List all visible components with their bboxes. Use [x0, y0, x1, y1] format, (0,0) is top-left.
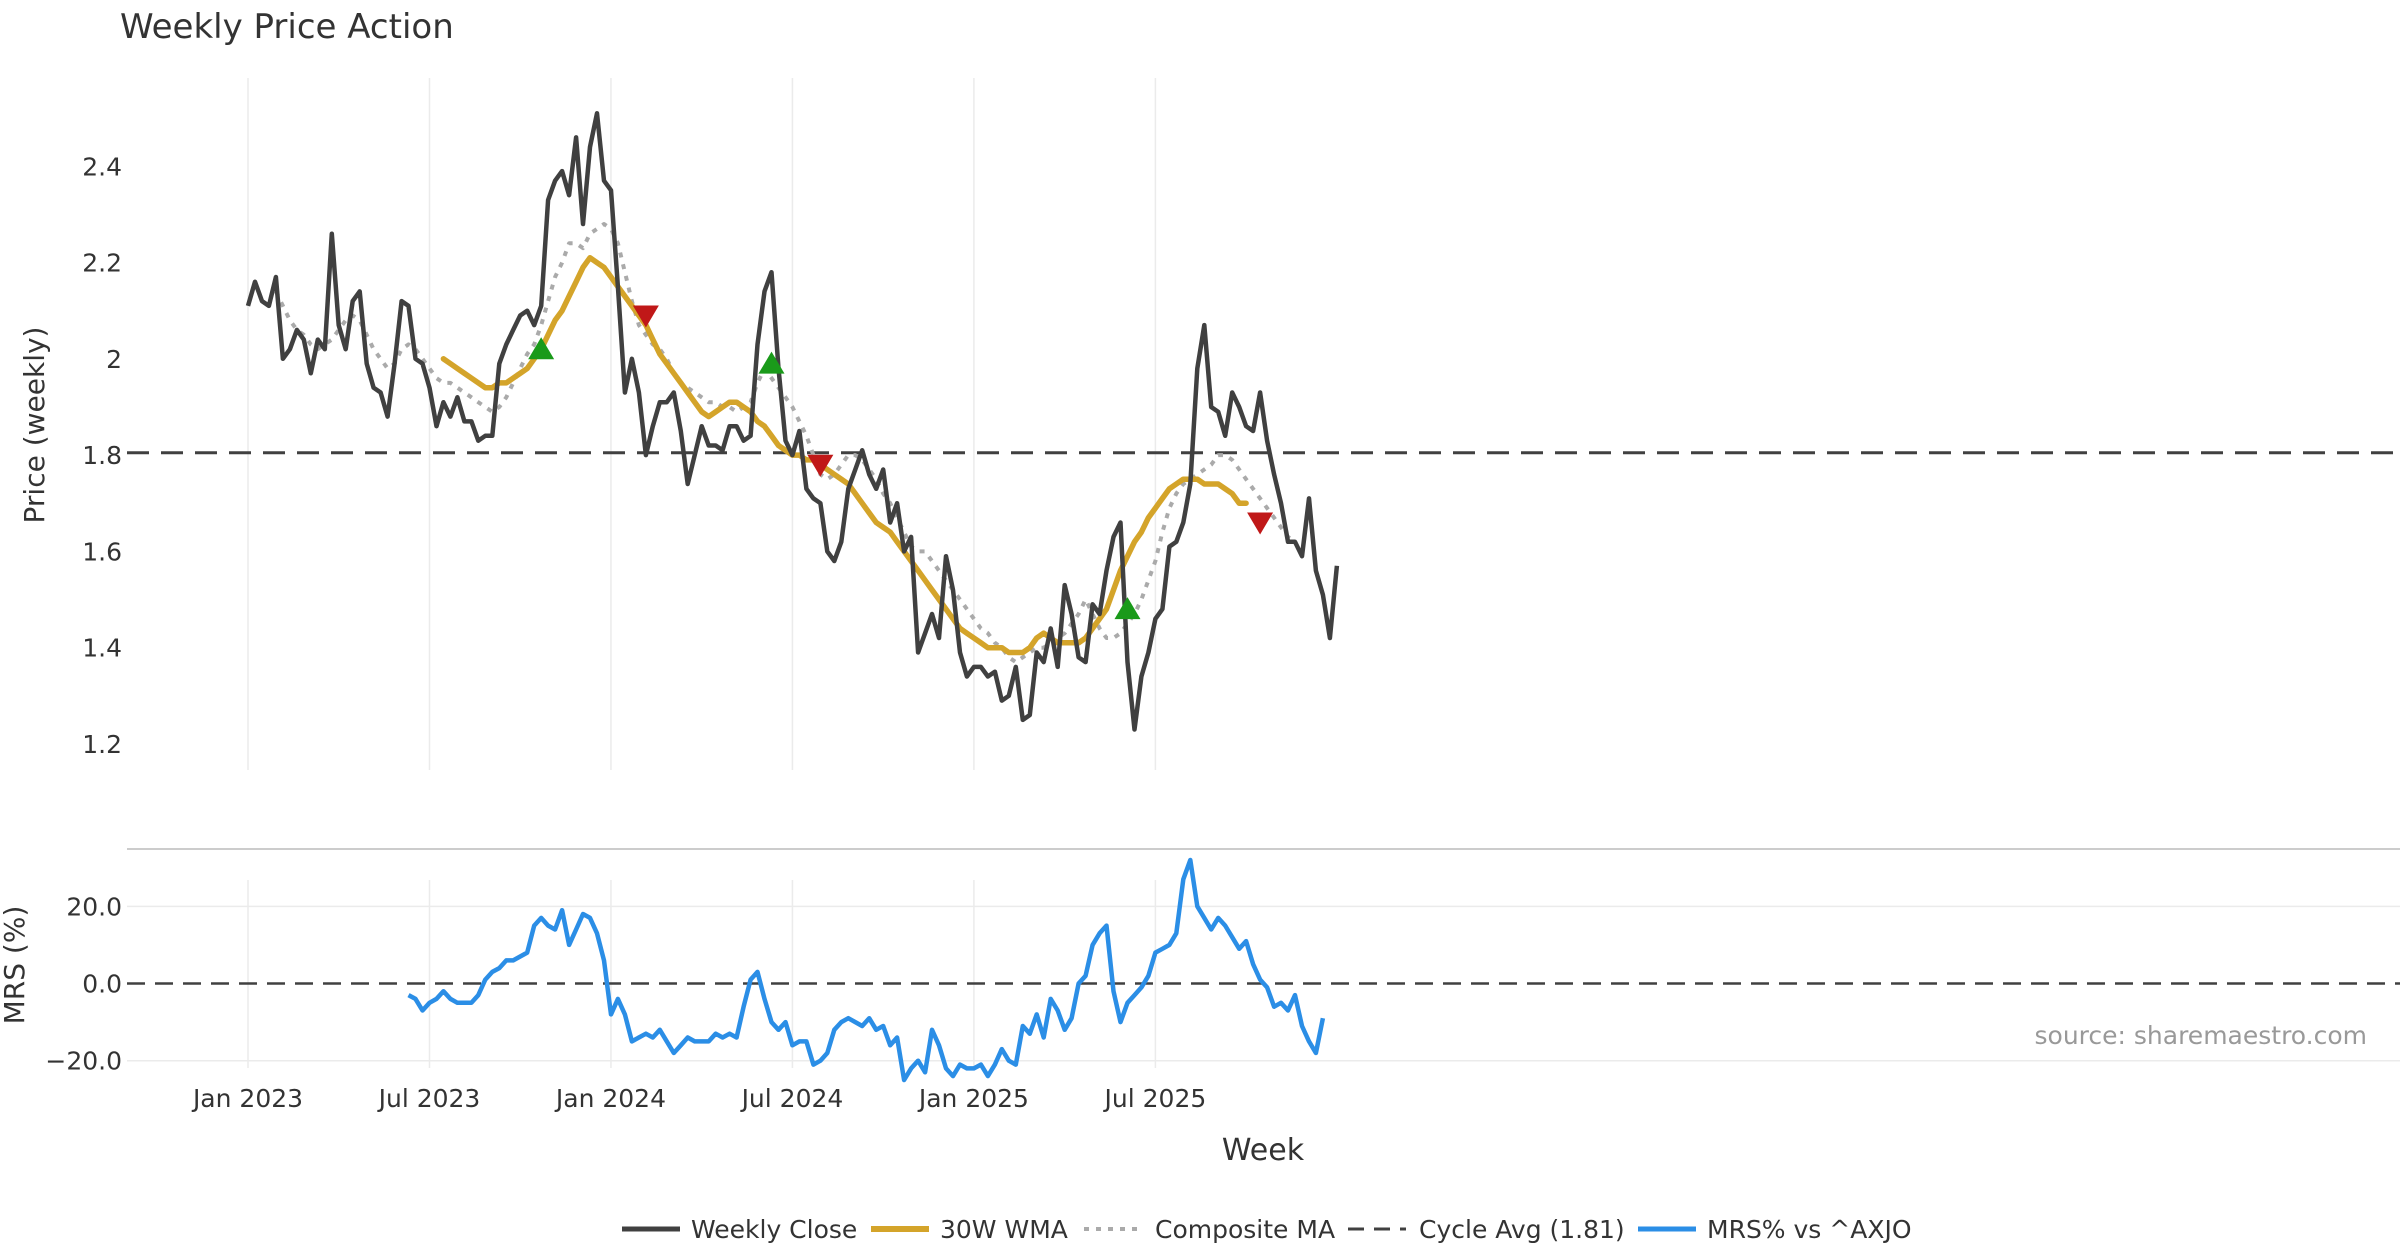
legend-item-wma: 30W WMA [871, 1215, 1068, 1244]
sell-signal-marker [632, 305, 659, 328]
mrs-y-tick-label: 0.0 [82, 970, 122, 999]
buy-signal-marker [758, 351, 785, 374]
price-y-tick-label: 1.8 [82, 441, 122, 470]
price-y-axis-label: Price (weekly) [18, 327, 51, 524]
legend-item-weekly-close: Weekly Close [622, 1215, 857, 1244]
x-tick-label: Jul 2023 [377, 1084, 481, 1113]
wma-30w-line [440, 254, 1249, 656]
vertical-gridlines [247, 78, 1157, 1068]
mrs-line [407, 857, 1326, 1083]
source-label: source: sharemaestro.com [2035, 1021, 2368, 1050]
legend: Weekly Close 30W WMA Composite MA Cycle … [622, 1215, 1912, 1244]
price-y-tick-label: 1.2 [82, 730, 122, 759]
x-tick-label: Jul 2024 [740, 1084, 844, 1113]
price-y-tick-label: 2.2 [82, 249, 122, 278]
legend-label-weekly-close: Weekly Close [691, 1215, 857, 1244]
signal-markers [528, 305, 1274, 620]
x-tick-label: Jan 2023 [191, 1084, 303, 1113]
legend-label-mrs: MRS% vs ^AXJO [1707, 1215, 1912, 1244]
x-axis-label: Week [1222, 1133, 1305, 1168]
price-y-tick-label: 1.4 [82, 634, 122, 663]
legend-label-cycle: Cycle Avg (1.81) [1419, 1215, 1625, 1244]
weekly-close-line [245, 111, 1340, 732]
price-y-tick-label: 2.4 [82, 152, 122, 181]
legend-item-composite: Composite MA [1084, 1215, 1335, 1244]
sell-signal-marker [1247, 512, 1274, 535]
mrs-y-tick-label: −20.0 [45, 1047, 122, 1076]
buy-signal-marker [528, 337, 555, 360]
legend-label-wma: 30W WMA [940, 1215, 1068, 1244]
mrs-y-tick-label: 20.0 [66, 892, 122, 921]
x-axis-ticks: Jan 2023 Jul 2023 Jan 2024 Jul 2024 Jan 2025… [191, 1084, 1206, 1113]
legend-item-cycle: Cycle Avg (1.81) [1348, 1215, 1625, 1244]
x-tick-label: Jan 2025 [917, 1084, 1029, 1113]
price-y-tick-label: 2 [106, 345, 122, 374]
price-y-tick-label: 1.6 [82, 537, 122, 566]
sell-signal-marker [807, 454, 834, 477]
mrs-y-ticks: −20.0 0.0 20.0 [45, 892, 2400, 1076]
x-tick-label: Jan 2024 [554, 1084, 666, 1113]
price-y-ticks: 1.2 1.4 1.6 1.8 2 2.2 2.4 [82, 152, 122, 759]
mrs-y-axis-label: MRS (%) [0, 906, 31, 1025]
legend-item-mrs: MRS% vs ^AXJO [1638, 1215, 1912, 1244]
chart-title: Weekly Price Action [120, 7, 454, 47]
x-tick-label: Jul 2025 [1103, 1084, 1207, 1113]
legend-label-composite: Composite MA [1155, 1215, 1335, 1244]
buy-signal-marker [1114, 597, 1141, 620]
